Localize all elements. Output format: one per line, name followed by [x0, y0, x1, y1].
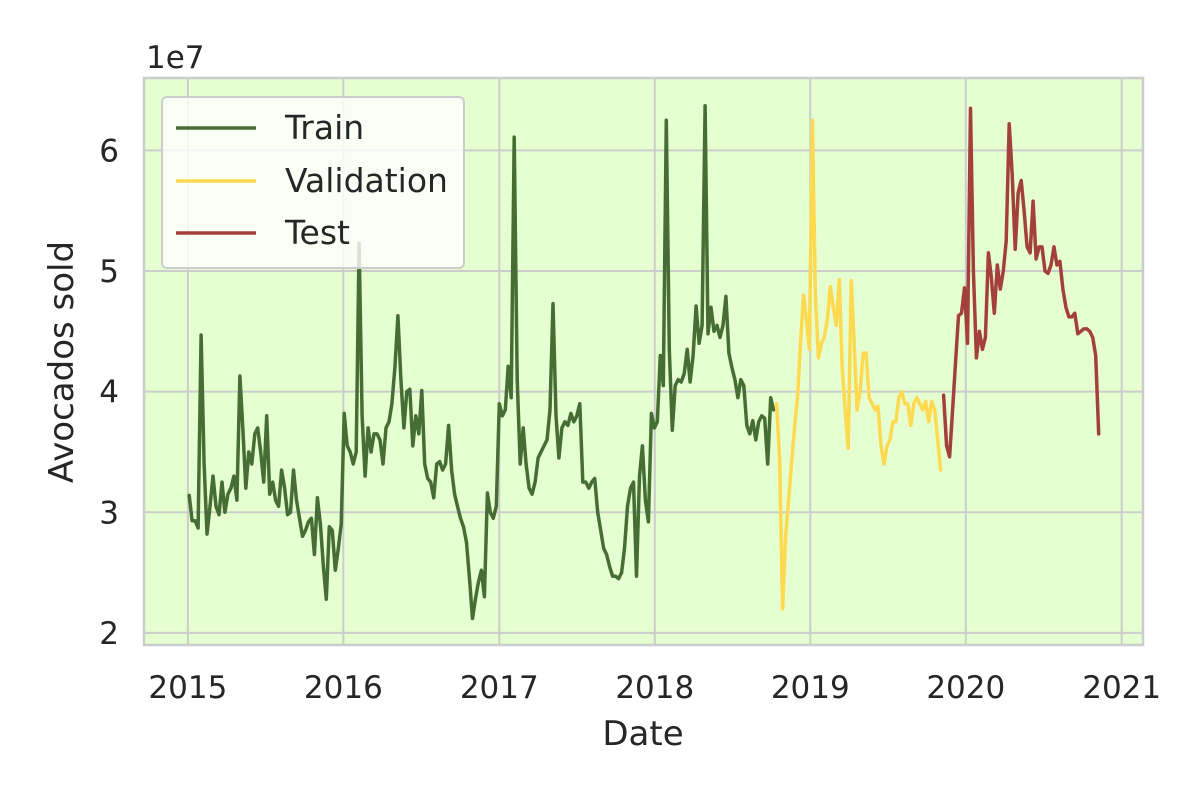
x-axis-label: Date [602, 714, 683, 754]
x-tick-label: 2015 [148, 670, 227, 706]
x-tick-label: 2020 [926, 670, 1005, 706]
y-offset-text: 1e7 [146, 40, 205, 76]
y-tick-label: 5 [99, 254, 119, 290]
y-tick-label: 2 [99, 616, 119, 652]
x-tick-label: 2021 [1082, 670, 1161, 706]
legend-box [161, 96, 465, 269]
y-tick-label: 4 [99, 375, 119, 411]
legend: Train Validation Test [161, 96, 465, 269]
y-axis-ticks: 2 3 4 5 6 [99, 133, 119, 652]
x-tick-label: 2019 [771, 670, 850, 706]
series-line-test [941, 106, 1101, 459]
x-axis-ticks: 2015 2016 2017 2018 2019 2020 2021 [148, 670, 1161, 706]
grid-lines [144, 78, 1143, 645]
y-tick-label: 3 [99, 495, 119, 531]
legend-label-test: Test [284, 213, 350, 252]
y-axis-label: Avocados sold [42, 241, 82, 483]
x-tick-label: 2016 [304, 670, 383, 706]
legend-label-train: Train [284, 108, 364, 147]
y-tick-label: 6 [99, 133, 119, 169]
series-line-validation [774, 118, 943, 611]
series-line-train [187, 103, 776, 621]
series-group [187, 103, 1101, 621]
legend-label-validation: Validation [285, 161, 448, 200]
x-tick-label: 2018 [615, 670, 694, 706]
x-tick-label: 2017 [460, 670, 539, 706]
